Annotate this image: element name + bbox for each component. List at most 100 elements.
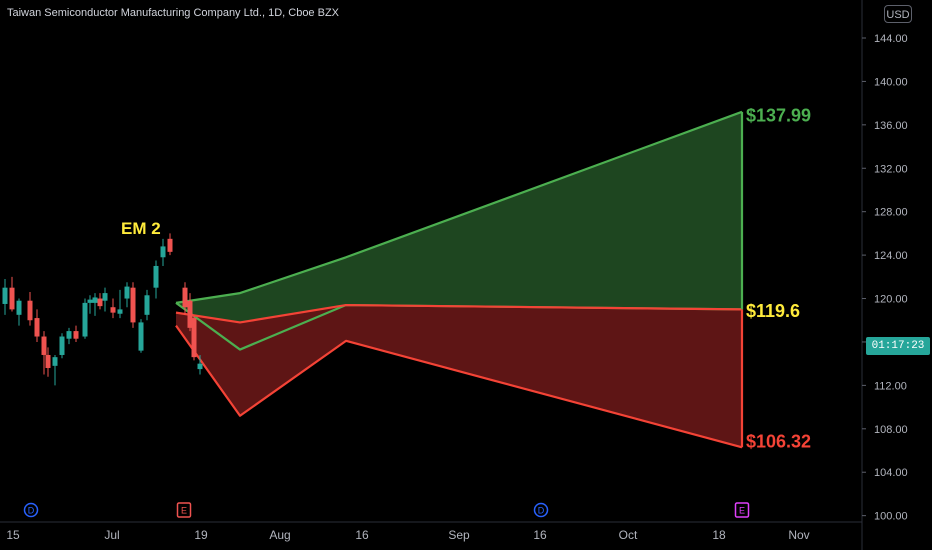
candle-body [153, 265, 159, 288]
candle [2, 278, 8, 315]
candle-body [41, 336, 47, 355]
candle-body [167, 238, 173, 252]
candle [138, 319, 144, 353]
earnings-icon: E [734, 502, 750, 518]
candle-body [92, 297, 98, 303]
dividend-icon: D [23, 502, 39, 518]
x-tick-label: 16 [355, 528, 369, 542]
dividend-marker-circle [533, 502, 549, 518]
candle [153, 260, 159, 299]
candle [144, 289, 150, 321]
candle [9, 276, 15, 312]
candle [191, 315, 197, 361]
earnings-marker-box [734, 502, 750, 518]
upper-band-outer-line [175, 110, 743, 304]
candle [182, 282, 188, 315]
candle-body [2, 287, 8, 304]
y-tick-label: 132.00 [874, 163, 908, 175]
candle-body [110, 307, 116, 313]
candle [130, 282, 136, 328]
y-tick-label: 140.00 [874, 76, 908, 88]
currency-button[interactable]: USD [884, 5, 912, 23]
candle-body [182, 287, 188, 308]
candle [45, 347, 51, 377]
candle-body [52, 357, 58, 366]
candle-body [45, 354, 51, 369]
y-tick-label: 100.00 [874, 511, 908, 523]
candle-body [34, 318, 40, 337]
candle-body [9, 287, 15, 310]
candle [27, 292, 33, 326]
x-tick-label: Nov [788, 528, 809, 542]
earnings-marker-box [176, 502, 192, 518]
candle [124, 282, 130, 308]
candle [52, 354, 58, 386]
x-tick-label: Oct [619, 528, 638, 542]
y-tick-label: 128.00 [874, 207, 908, 219]
candle-body [27, 300, 33, 321]
event-marker-label: E [739, 506, 745, 516]
countdown-price-tag: 01:17:23 [866, 337, 930, 355]
event-marker-label: D [28, 506, 35, 516]
candle [82, 298, 88, 339]
candle [73, 325, 79, 342]
axes: 100.00104.00108.00112.00116.00120.00124.… [0, 0, 908, 550]
candle [92, 293, 98, 316]
x-tick-label: 15 [6, 528, 20, 542]
candle-body [138, 322, 144, 351]
candle-body [73, 331, 79, 339]
y-tick-label: 136.00 [874, 120, 908, 132]
candle-body [124, 286, 130, 299]
y-tick-label: 124.00 [874, 250, 908, 262]
candle [102, 287, 108, 312]
earnings-icon: E [176, 502, 192, 518]
candle [187, 293, 193, 332]
candle [97, 293, 103, 310]
candle-body [59, 336, 65, 355]
candle [41, 331, 47, 375]
candle [66, 327, 72, 345]
x-tick-label: 18 [712, 528, 726, 542]
x-tick-label: 16 [533, 528, 547, 542]
dividend-icon: D [533, 502, 549, 518]
lower-band-label: $106.32 [746, 431, 811, 451]
candle-body [130, 287, 136, 323]
lower-band-outer-line [175, 325, 743, 449]
event-marker-label: E [181, 506, 187, 516]
y-tick-label: 144.00 [874, 33, 908, 45]
y-tick-label: 112.00 [874, 380, 907, 392]
x-tick-label: Sep [448, 528, 470, 542]
x-tick-label: Jul [104, 528, 119, 542]
upper-band-label: $137.99 [746, 106, 811, 126]
candle [34, 309, 40, 342]
candle-body [16, 300, 22, 315]
band-labels: EM 2 $137.99 $119.6 $106.32 [121, 106, 811, 452]
candle-body [102, 293, 108, 301]
candle [87, 295, 93, 314]
candle [167, 233, 173, 256]
upper-band-fill [176, 111, 742, 350]
candle-body [191, 318, 197, 358]
candle-body [82, 302, 88, 337]
lower-band-fill [176, 305, 742, 448]
candle-body [97, 298, 103, 307]
lower-band-inner-line [175, 303, 743, 324]
x-tick-label: Aug [269, 528, 290, 542]
candle [160, 238, 166, 266]
candle-body [187, 300, 193, 328]
candle [197, 354, 203, 375]
expected-move-bands [175, 110, 744, 449]
y-tick-label: 104.00 [874, 467, 908, 479]
dividend-marker-circle [23, 502, 39, 518]
event-marker-label: D [538, 506, 545, 516]
x-tick-label: 19 [194, 528, 208, 542]
candle [16, 298, 22, 326]
em-annotation: EM 2 [121, 219, 161, 238]
candle-body [197, 363, 203, 370]
candle [117, 289, 123, 319]
candlestick-series [2, 233, 203, 386]
candle-body [66, 331, 72, 339]
candle [110, 298, 116, 319]
